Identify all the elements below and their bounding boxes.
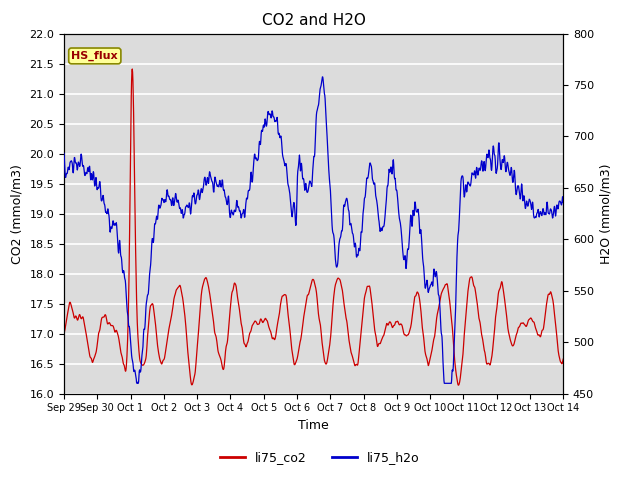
Y-axis label: H2O (mmol/m3): H2O (mmol/m3)	[600, 163, 612, 264]
Y-axis label: CO2 (mmol/m3): CO2 (mmol/m3)	[11, 164, 24, 264]
Title: CO2 and H2O: CO2 and H2O	[262, 13, 365, 28]
Text: HS_flux: HS_flux	[72, 51, 118, 61]
Legend: li75_co2, li75_h2o: li75_co2, li75_h2o	[215, 446, 425, 469]
X-axis label: Time: Time	[298, 419, 329, 432]
